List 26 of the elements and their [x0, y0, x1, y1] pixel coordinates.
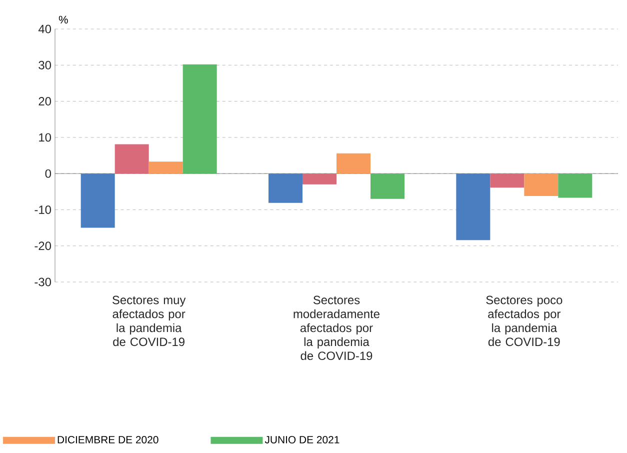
- bar: [524, 174, 558, 196]
- x-tick-label: Sectores poco afectados por la pandemia de COVID-19: [486, 296, 562, 346]
- bar: [558, 174, 592, 198]
- y-tick-label: 0: [45, 169, 52, 178]
- y-tick-label: -30: [34, 278, 52, 286]
- y-tick-label: -20: [34, 242, 52, 250]
- y-tick-label: 30: [38, 60, 52, 70]
- y-tick-label: 10: [39, 133, 52, 142]
- bar: [490, 174, 524, 188]
- bar: [114, 144, 149, 174]
- bar: [370, 174, 405, 199]
- bar: [268, 174, 303, 203]
- y-tick-label: 40: [38, 24, 52, 34]
- legend-label: DICIEMBRE DE 2020: [58, 436, 158, 444]
- bar: [148, 162, 183, 174]
- bar: [80, 174, 115, 228]
- y-axis-title: %: [58, 16, 68, 24]
- bar: [456, 174, 490, 240]
- bar: [336, 153, 371, 174]
- bar: [302, 174, 337, 184]
- x-tick-label: Sectores muy afectados por la pandemia de COVID-19: [112, 296, 186, 346]
- legend-label: JUNIO DE 2021: [264, 436, 340, 444]
- x-tick-label: Sectores moderadamente afectados por la pandemia de COVID-19: [294, 296, 380, 360]
- y-tick-label: 20: [38, 97, 52, 106]
- bar: [182, 64, 217, 174]
- y-tick-label: -10: [34, 205, 52, 214]
